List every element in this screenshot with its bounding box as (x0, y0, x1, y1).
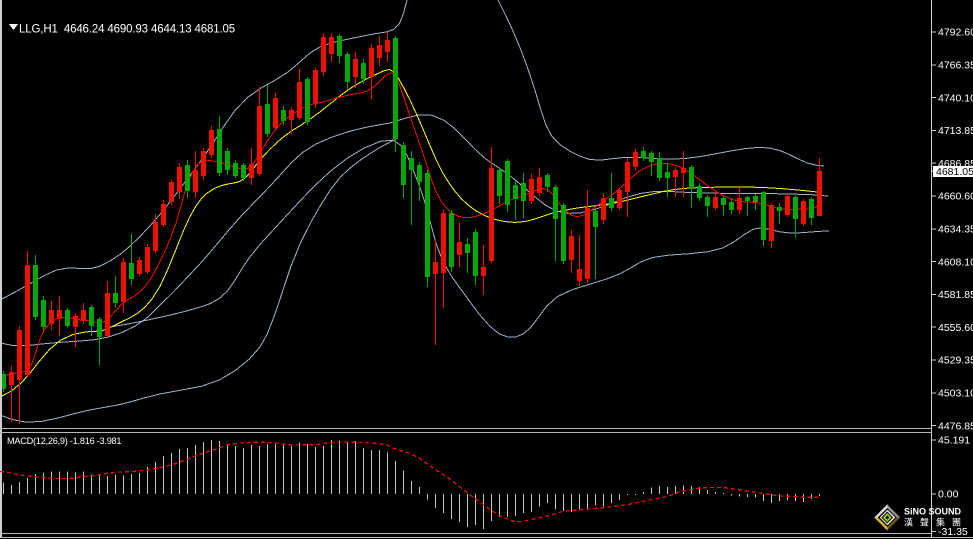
svg-text:4713.85: 4713.85 (938, 125, 973, 137)
svg-text:4555.60: 4555.60 (938, 322, 973, 334)
svg-text:4740.10: 4740.10 (938, 92, 973, 104)
svg-text:4608.10: 4608.10 (938, 256, 973, 268)
svg-text:4529.35: 4529.35 (938, 355, 973, 367)
svg-text:45.191: 45.191 (938, 435, 970, 447)
svg-text:4503.10: 4503.10 (938, 388, 973, 400)
svg-text:-31.35: -31.35 (938, 526, 968, 538)
svg-text:4660.60: 4660.60 (938, 191, 973, 203)
svg-text:漢聲集團: 漢聲集團 (904, 517, 968, 528)
svg-text:4634.35: 4634.35 (938, 224, 973, 236)
svg-text:4686.85: 4686.85 (938, 158, 973, 170)
svg-text:0.00: 0.00 (938, 489, 959, 501)
svg-text:LLG,H1 4646.24 4690.93 4644.1: LLG,H1 4646.24 4690.93 4644.13 4681.05 (19, 24, 235, 36)
svg-text:4766.35: 4766.35 (938, 60, 973, 72)
svg-text:4792.60: 4792.60 (938, 27, 973, 39)
svg-text:4476.85: 4476.85 (938, 420, 973, 432)
svg-text:SiNO SOUND: SiNO SOUND (904, 507, 962, 517)
svg-text:4581.85: 4581.85 (938, 289, 973, 301)
svg-text:MACD(12,26,9) -1.816 -3.981: MACD(12,26,9) -1.816 -3.981 (7, 436, 121, 446)
svg-text:4681.05: 4681.05 (936, 166, 973, 178)
